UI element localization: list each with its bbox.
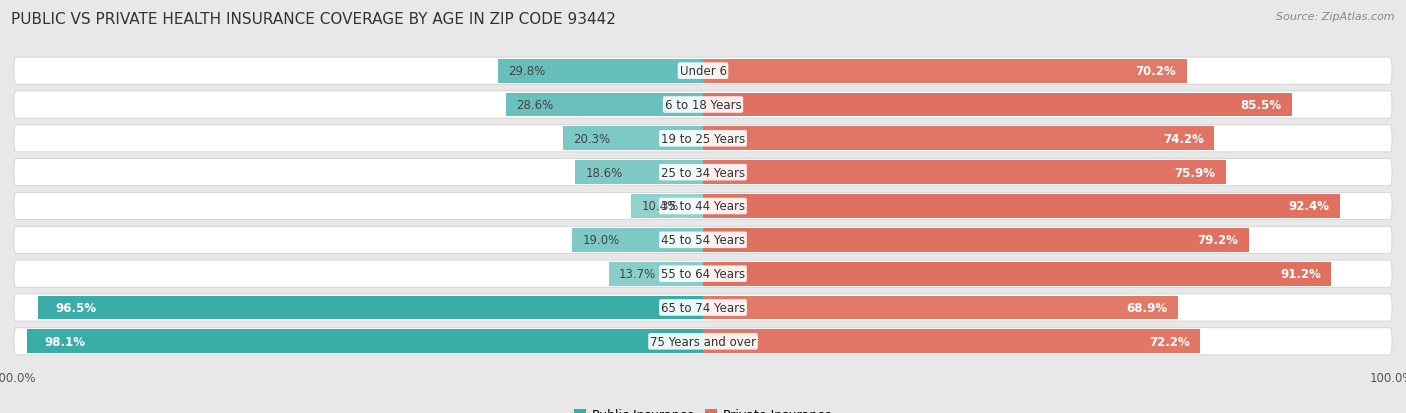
Text: 29.8%: 29.8% [508,65,546,78]
Text: 25 to 34 Years: 25 to 34 Years [661,166,745,179]
Text: PUBLIC VS PRIVATE HEALTH INSURANCE COVERAGE BY AGE IN ZIP CODE 93442: PUBLIC VS PRIVATE HEALTH INSURANCE COVER… [11,12,616,27]
Text: 68.9%: 68.9% [1126,301,1167,314]
Text: 20.3%: 20.3% [574,133,610,145]
Text: Under 6: Under 6 [679,65,727,78]
FancyBboxPatch shape [14,58,1392,85]
Text: 92.4%: 92.4% [1288,200,1329,213]
Text: 35 to 44 Years: 35 to 44 Years [661,200,745,213]
FancyBboxPatch shape [14,126,1392,152]
Text: 79.2%: 79.2% [1198,234,1239,247]
Text: 45 to 54 Years: 45 to 54 Years [661,234,745,247]
Text: 75 Years and over: 75 Years and over [650,335,756,348]
Bar [27,330,703,353]
Bar [703,161,1226,185]
Legend: Public Insurance, Private Insurance: Public Insurance, Private Insurance [568,404,838,413]
Bar [703,262,1331,286]
Text: 6 to 18 Years: 6 to 18 Years [665,99,741,112]
Bar [703,127,1215,151]
Text: 10.4%: 10.4% [641,200,679,213]
Bar [564,127,703,151]
Bar [703,195,1340,218]
Text: 75.9%: 75.9% [1174,166,1216,179]
Text: 19 to 25 Years: 19 to 25 Years [661,133,745,145]
Bar [572,228,703,252]
FancyBboxPatch shape [14,294,1392,321]
Bar [506,93,703,117]
Text: 98.1%: 98.1% [45,335,86,348]
Text: 96.5%: 96.5% [55,301,97,314]
Bar [703,228,1249,252]
FancyBboxPatch shape [14,261,1392,287]
Text: 13.7%: 13.7% [619,268,657,280]
Text: 70.2%: 70.2% [1136,65,1177,78]
Text: 18.6%: 18.6% [585,166,623,179]
Bar [703,296,1178,320]
Bar [703,330,1201,353]
Bar [498,60,703,83]
FancyBboxPatch shape [14,328,1392,355]
Bar [38,296,703,320]
Text: 55 to 64 Years: 55 to 64 Years [661,268,745,280]
Bar [575,161,703,185]
Text: 74.2%: 74.2% [1163,133,1204,145]
Bar [703,60,1187,83]
Text: 72.2%: 72.2% [1149,335,1189,348]
Bar [703,93,1292,117]
FancyBboxPatch shape [14,159,1392,186]
FancyBboxPatch shape [14,92,1392,119]
Bar [609,262,703,286]
FancyBboxPatch shape [14,193,1392,220]
Text: 65 to 74 Years: 65 to 74 Years [661,301,745,314]
Text: 19.0%: 19.0% [582,234,620,247]
Text: 28.6%: 28.6% [516,99,554,112]
Text: Source: ZipAtlas.com: Source: ZipAtlas.com [1277,12,1395,22]
Text: 85.5%: 85.5% [1240,99,1282,112]
FancyBboxPatch shape [14,227,1392,254]
Text: 91.2%: 91.2% [1279,268,1322,280]
Bar [631,195,703,218]
